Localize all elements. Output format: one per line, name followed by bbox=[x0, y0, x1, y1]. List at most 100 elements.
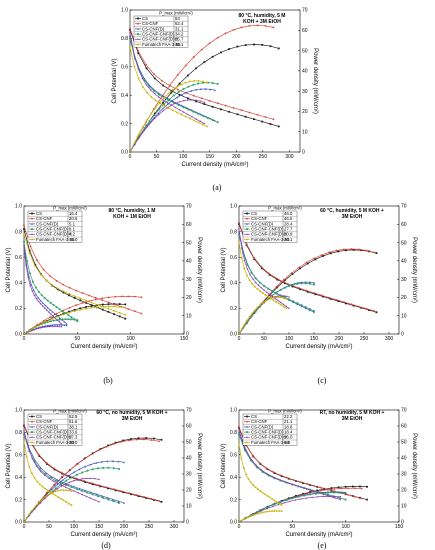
power-point bbox=[192, 83, 195, 86]
power-point bbox=[120, 295, 123, 298]
legend-pmax: 18.8 bbox=[284, 424, 293, 429]
polarization-point bbox=[62, 499, 65, 502]
polarization-point bbox=[253, 118, 255, 121]
polarization-point bbox=[228, 110, 231, 113]
legend-marker bbox=[246, 233, 248, 236]
power-point bbox=[86, 469, 89, 472]
power-point bbox=[117, 460, 120, 463]
y-tick-label: 1.0 bbox=[230, 204, 237, 210]
power-point bbox=[313, 281, 315, 284]
power-point bbox=[191, 98, 193, 101]
polarization-point bbox=[193, 119, 196, 122]
power-point bbox=[271, 505, 274, 508]
power-point bbox=[113, 305, 115, 308]
polarization-point bbox=[195, 100, 198, 103]
power-point bbox=[101, 297, 104, 300]
legend-marker bbox=[31, 420, 33, 423]
power-point bbox=[238, 333, 240, 335]
polarization-point bbox=[216, 102, 219, 105]
power-point bbox=[93, 477, 96, 480]
polarization-point bbox=[182, 111, 185, 114]
power-point bbox=[137, 137, 140, 140]
power-point bbox=[192, 56, 195, 58]
y2-tick-label: 20 bbox=[186, 488, 192, 494]
polarization-point bbox=[93, 499, 96, 501]
polarization-point bbox=[344, 498, 347, 501]
polarization-point bbox=[300, 304, 303, 307]
power-point bbox=[236, 45, 239, 48]
polarization-point bbox=[280, 475, 283, 478]
power-point bbox=[61, 318, 64, 321]
power-point bbox=[316, 489, 319, 492]
legend-marker bbox=[137, 17, 139, 20]
power-point bbox=[118, 468, 120, 470]
polarization-point bbox=[257, 284, 260, 287]
polarization-line bbox=[238, 231, 315, 313]
polarization-point bbox=[58, 308, 61, 311]
power-point bbox=[176, 73, 179, 76]
power-point bbox=[152, 437, 155, 440]
polarization-point bbox=[246, 274, 248, 277]
polarization-point bbox=[99, 485, 102, 488]
polarization-point bbox=[113, 313, 115, 316]
polarization-point bbox=[43, 297, 46, 299]
y2-tick-label: 30 bbox=[186, 277, 192, 283]
power-point bbox=[23, 521, 25, 523]
legend-entry: CS-CNF bbox=[251, 216, 268, 221]
polarization-point bbox=[261, 292, 264, 294]
power-line bbox=[129, 80, 208, 153]
power-point bbox=[280, 510, 283, 513]
series-cs-cnf-cnf-d-h bbox=[129, 31, 206, 153]
polarization-point bbox=[162, 84, 164, 87]
polarization-point bbox=[107, 307, 110, 310]
legend-entry: CS bbox=[36, 211, 42, 216]
polarization-point bbox=[49, 301, 52, 304]
power-point bbox=[283, 501, 285, 504]
y-tick-label: 0.8 bbox=[15, 430, 22, 436]
power-point bbox=[75, 473, 78, 476]
polarization-point bbox=[254, 281, 257, 284]
polarization-point bbox=[140, 312, 143, 315]
power-point bbox=[316, 495, 319, 498]
polarization-point bbox=[339, 498, 342, 501]
power-point bbox=[64, 318, 67, 321]
legend-entry: Fumatech FAA-3-50 bbox=[36, 237, 75, 242]
power-point bbox=[52, 491, 54, 494]
x-tick-label: 150 bbox=[95, 524, 104, 530]
polarization-point bbox=[23, 429, 25, 432]
polarization-point bbox=[285, 305, 288, 308]
legend-marker bbox=[246, 431, 248, 433]
polarization-point bbox=[248, 111, 251, 114]
power-point bbox=[333, 495, 336, 498]
power-point bbox=[153, 114, 156, 116]
polarization-point bbox=[176, 111, 178, 114]
polarization-point bbox=[329, 297, 332, 300]
power-line bbox=[238, 283, 315, 335]
polarization-point bbox=[268, 293, 271, 296]
legend-marker bbox=[246, 441, 248, 444]
power-point bbox=[244, 44, 247, 46]
polarization-point bbox=[34, 293, 37, 296]
power-point bbox=[67, 474, 70, 477]
power-point bbox=[68, 469, 70, 472]
power-point bbox=[240, 26, 243, 29]
legend-header: P_max (mW/cm²) bbox=[268, 206, 302, 211]
power-point bbox=[275, 291, 278, 294]
power-point bbox=[328, 251, 330, 254]
polarization-point bbox=[85, 301, 87, 304]
polarization-point bbox=[224, 104, 227, 107]
y2-axis-label: Power density (mW/cm²) bbox=[411, 237, 417, 303]
polarization-point bbox=[120, 490, 123, 493]
polarization-point bbox=[56, 287, 59, 290]
x-tick-label: 150 bbox=[180, 336, 189, 342]
power-point bbox=[62, 312, 65, 315]
power-point bbox=[171, 88, 174, 91]
legend: P_max (mW/cm²) CS 16.4 CS-CNF 20.6 CS-CNF(D) 5… bbox=[27, 206, 87, 243]
power-point bbox=[41, 498, 44, 501]
power-point bbox=[46, 494, 49, 497]
polarization-point bbox=[34, 263, 37, 266]
polarization-point bbox=[145, 84, 148, 86]
x-axis-label: Current density (mA/cm²) bbox=[285, 532, 352, 538]
power-point bbox=[58, 323, 61, 326]
polarization-point bbox=[256, 288, 259, 290]
